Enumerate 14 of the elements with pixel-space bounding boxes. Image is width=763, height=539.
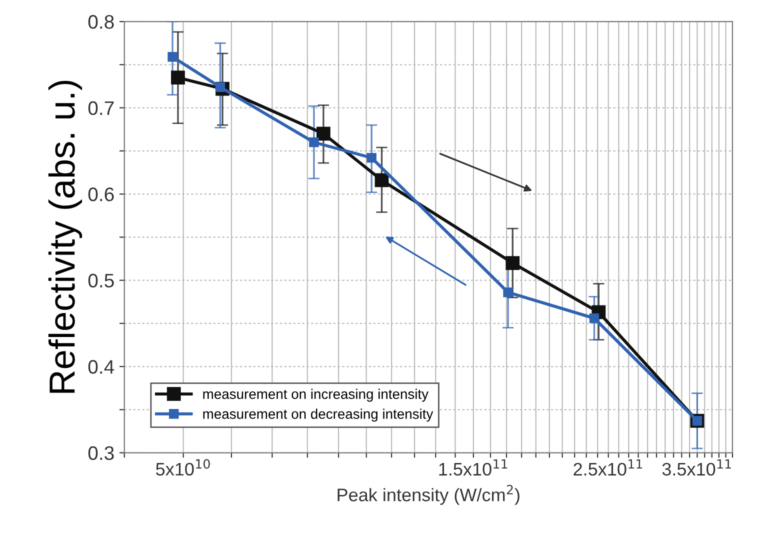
y-tick-label: 0.5 <box>88 274 114 288</box>
y-tick-label: 0.8 <box>88 15 114 29</box>
x-tick-label: 3.5x10$^{11}$ <box>662 459 731 476</box>
y-tick-label: 0.7 <box>88 101 114 116</box>
x-tick-label: 1.5x10$^{11}$ <box>439 459 508 476</box>
legend-label: measurement on decreasing intensity <box>203 408 434 422</box>
y-axis-title: Reflectivity (abs. u.) <box>48 80 82 393</box>
legend-label: measurement on increasing intensity <box>203 388 429 402</box>
x-axis-title: Peak intensity (W/cm$^{2}$) <box>338 484 520 505</box>
x-tick-label: 2.5x10$^{11}$ <box>574 459 642 476</box>
x-tick-label: 5x10$^{10}$ <box>156 459 210 476</box>
y-tick-label: 0.3 <box>88 446 114 460</box>
y-tick-label: 0.4 <box>88 360 114 374</box>
y-tick-label: 0.6 <box>88 188 114 202</box>
